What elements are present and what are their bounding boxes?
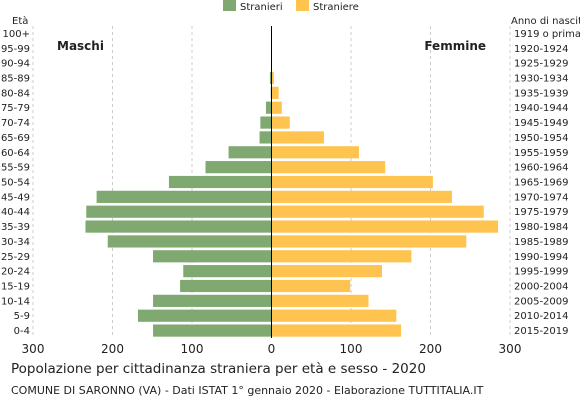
- birth-year-label: 1940-1944: [514, 103, 569, 114]
- birth-year-label: 2010-2014: [514, 311, 569, 322]
- age-group-label: 40-44: [1, 207, 30, 218]
- bar-female: [271, 146, 359, 159]
- bar-female: [271, 101, 282, 114]
- age-group-label: 50-54: [1, 178, 30, 189]
- age-group-label: 65-69: [1, 133, 30, 144]
- bars: [85, 71, 499, 337]
- bar-male: [228, 146, 272, 159]
- legend-label-stranieri: Stranieri: [240, 2, 283, 13]
- bar-female: [271, 190, 452, 203]
- age-group-label: 15-19: [1, 282, 30, 293]
- x-tick-label: 0: [268, 342, 276, 356]
- birth-year-label: 1960-1964: [514, 163, 569, 174]
- age-axis-title: Età: [12, 15, 28, 27]
- birth-year-axis-title: Anno di nascita: [511, 16, 580, 27]
- bar-female: [271, 235, 467, 248]
- birth-year-label: 1990-1994: [514, 252, 569, 263]
- bar-male: [205, 161, 272, 174]
- age-group-label: 10-14: [1, 296, 30, 307]
- bar-female: [271, 131, 324, 144]
- axes: 300 200 100 0 100 200 300 100+ 1919 o prima 95-99…: [1, 26, 580, 356]
- birth-year-label: 1970-1974: [514, 192, 569, 203]
- age-group-label: 80-84: [1, 88, 30, 99]
- birth-year-label: 1919 o prima: [514, 29, 580, 40]
- birth-year-label: 2015-2019: [514, 326, 569, 337]
- age-group-label: 55-59: [1, 163, 30, 174]
- birth-year-label: 1950-1954: [514, 133, 569, 144]
- x-tick-label: 200: [419, 342, 442, 356]
- bar-female: [271, 175, 433, 189]
- age-group-label: 90-94: [1, 59, 30, 70]
- bar-male: [180, 279, 272, 293]
- bar-female: [271, 205, 484, 218]
- bar-female: [271, 220, 499, 233]
- bar-male: [153, 324, 272, 337]
- age-group-label: 85-89: [1, 74, 30, 85]
- bar-female: [271, 265, 383, 278]
- chart-title: Popolazione per cittadinanza straniera p…: [11, 361, 426, 377]
- legend-label-straniere: Straniere: [313, 2, 359, 13]
- birth-year-label: 1980-1984: [514, 222, 569, 233]
- age-group-label: 35-39: [1, 222, 30, 233]
- legend-swatch-stranieri: [223, 0, 236, 11]
- bar-male: [86, 205, 272, 218]
- bar-female: [271, 294, 369, 307]
- age-group-label: 60-64: [1, 148, 30, 159]
- age-group-label: 70-74: [1, 118, 30, 129]
- bar-male: [96, 190, 272, 203]
- bar-male: [183, 265, 272, 278]
- x-tick-label: 200: [101, 342, 124, 356]
- birth-year-label: 2005-2009: [514, 296, 569, 307]
- males-label: Maschi: [57, 39, 104, 53]
- bar-male: [265, 101, 272, 114]
- bar-female: [271, 324, 402, 337]
- bar-female: [271, 250, 412, 263]
- x-tick-label: 300: [499, 342, 522, 356]
- bar-male: [85, 220, 272, 233]
- birth-year-label: 1955-1959: [514, 148, 569, 159]
- females-label: Femmine: [424, 39, 486, 53]
- legend-swatch-straniere: [296, 0, 309, 11]
- birth-year-label: 1945-1949: [514, 118, 569, 129]
- legend: Stranieri Straniere: [223, 0, 359, 13]
- bar-male: [107, 235, 272, 248]
- age-group-label: 45-49: [1, 192, 30, 203]
- bar-male: [153, 294, 272, 307]
- bar-male: [168, 175, 272, 189]
- bar-female: [271, 116, 290, 129]
- age-group-label: 25-29: [1, 252, 30, 263]
- age-group-label: 5-9: [14, 311, 30, 322]
- bar-male: [269, 71, 272, 85]
- birth-year-label: 1930-1934: [514, 74, 569, 85]
- birth-year-label: 1985-1989: [514, 237, 569, 248]
- birth-year-label: 1925-1929: [514, 59, 569, 70]
- birth-year-label: 2000-2004: [514, 282, 569, 293]
- x-tick-label: 100: [181, 342, 204, 356]
- birth-year-label: 1995-1999: [514, 267, 569, 278]
- bar-female: [271, 279, 351, 293]
- bar-female: [271, 161, 386, 174]
- birth-year-label: 1920-1924: [514, 44, 569, 55]
- x-tick-label: 100: [340, 342, 363, 356]
- birth-year-label: 1935-1939: [514, 88, 569, 99]
- age-group-label: 100+: [3, 29, 30, 40]
- age-group-label: 0-4: [14, 326, 30, 337]
- age-group-label: 30-34: [1, 237, 30, 248]
- bar-male: [153, 250, 272, 263]
- x-tick-label: 300: [22, 342, 45, 356]
- age-group-label: 75-79: [1, 103, 30, 114]
- birth-year-label: 1975-1979: [514, 207, 569, 218]
- bar-female: [271, 71, 274, 85]
- age-group-label: 20-24: [1, 267, 30, 278]
- age-group-label: 95-99: [1, 44, 30, 55]
- chart-subtitle: COMUNE DI SARONNO (VA) - Dati ISTAT 1° g…: [11, 384, 484, 397]
- bar-female: [271, 86, 279, 99]
- bar-male: [260, 116, 272, 129]
- birth-year-label: 1965-1969: [514, 178, 569, 189]
- bar-female: [271, 309, 397, 322]
- bar-male: [259, 131, 272, 144]
- bar-male: [137, 309, 272, 322]
